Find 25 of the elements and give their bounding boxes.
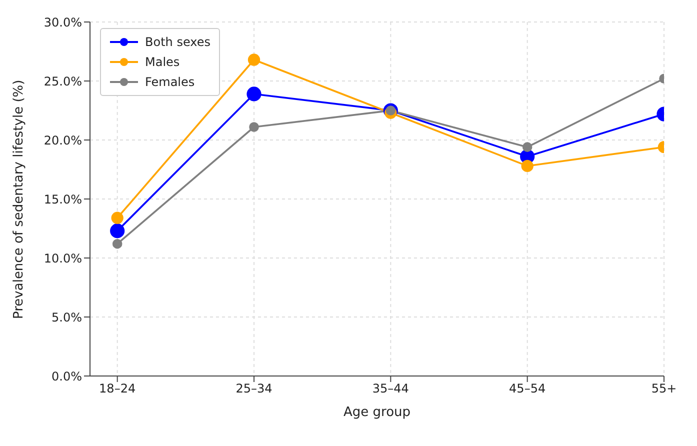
point [246,86,262,102]
legend-label: Females [145,75,195,89]
x-tick-label: 25–34 [236,382,272,396]
point [521,160,534,172]
y-tick-label: 10.0% [44,251,82,266]
y-tick-label: 5.0% [52,310,82,324]
point [248,54,260,66]
x-axis-title: Age group [343,405,411,420]
y-tick-label: 0.0% [52,369,82,384]
x-tick-label: 35–44 [372,382,409,396]
point [522,142,532,152]
point [112,238,122,249]
legend-label: Males [145,55,180,69]
point [111,212,124,224]
x-tick-label: 55+ [651,382,677,396]
x-tick-label: 45–54 [509,382,546,396]
point [110,224,125,238]
point [249,122,259,132]
legend-label: Both sexes [145,35,210,49]
y-tick-label: 30.0% [44,15,82,30]
y-tick-label: 15.0% [44,192,82,206]
y-tick-label: 20.0% [44,133,82,148]
y-tick-label: 25.0% [44,74,82,88]
y-axis-title: Prevalence of sedentary lifestyle (%) [12,80,27,319]
x-tick-label: 18–24 [99,382,136,396]
